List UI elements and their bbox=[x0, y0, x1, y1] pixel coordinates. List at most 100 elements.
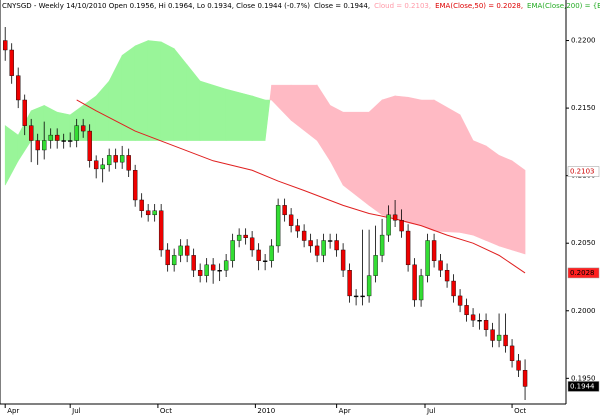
candle-body bbox=[353, 295, 359, 298]
cloud-segment bbox=[225, 88, 253, 141]
candle-body bbox=[477, 320, 482, 322]
cloud-segment bbox=[199, 80, 227, 141]
candle-body bbox=[230, 240, 235, 261]
candle-body bbox=[516, 360, 521, 371]
price-tag-label: 0.1944 bbox=[570, 382, 595, 390]
candle-body bbox=[503, 334, 508, 347]
candle-body bbox=[35, 140, 40, 151]
cloud-segment bbox=[264, 99, 271, 141]
candle-body bbox=[15, 75, 21, 101]
x-tick-label: Jul bbox=[426, 407, 436, 415]
candle-body bbox=[379, 234, 385, 256]
candle-body bbox=[158, 210, 164, 251]
y-tick-label: 0.2000 bbox=[571, 307, 596, 315]
candle-body bbox=[490, 329, 495, 341]
price-tag-label: 0.2103 bbox=[570, 168, 595, 176]
candle-body bbox=[282, 205, 287, 216]
candle-body bbox=[412, 264, 417, 301]
candle-body bbox=[392, 214, 398, 221]
x-tick-label: 2010 bbox=[257, 407, 275, 415]
candle-body bbox=[178, 245, 183, 256]
cloud-segment bbox=[147, 40, 162, 141]
candle-body bbox=[93, 160, 99, 170]
candle-body bbox=[236, 234, 242, 241]
title-part: EMA(Close,200) = {EMPTY} bbox=[527, 2, 600, 10]
cloud-segment bbox=[381, 95, 396, 220]
cloud-segment bbox=[134, 40, 149, 141]
candle-body bbox=[288, 214, 294, 226]
candle-body bbox=[106, 155, 112, 166]
candle-body bbox=[61, 140, 66, 142]
candle-body bbox=[9, 49, 14, 76]
candle-body bbox=[139, 199, 144, 211]
cloud-segment bbox=[394, 95, 409, 224]
candle-body bbox=[295, 225, 300, 232]
y-tick-label: 0.2050 bbox=[571, 239, 596, 247]
cloud-segment bbox=[160, 41, 175, 141]
candle-body bbox=[223, 260, 229, 271]
candle-body bbox=[301, 230, 307, 241]
candle-body bbox=[28, 125, 34, 141]
x-tick-label: Jul bbox=[71, 407, 81, 415]
candle-body bbox=[405, 230, 411, 266]
candles bbox=[2, 27, 528, 400]
candle-body bbox=[113, 155, 118, 163]
x-tick-label: Oct bbox=[160, 407, 172, 415]
candle-body bbox=[204, 264, 209, 276]
candle-body bbox=[87, 130, 92, 161]
candle-body bbox=[132, 170, 138, 201]
cloud-segment bbox=[251, 95, 266, 141]
candle-body bbox=[496, 334, 502, 341]
candle-body bbox=[464, 305, 469, 316]
x-tick-label: Apr bbox=[7, 407, 19, 415]
cloud-segment bbox=[472, 140, 487, 241]
price-tag-box bbox=[567, 381, 600, 392]
candle-body bbox=[470, 314, 476, 321]
candle-body bbox=[41, 140, 47, 151]
candle-body bbox=[119, 155, 125, 163]
cloud-segment bbox=[173, 47, 188, 141]
candle-body bbox=[431, 240, 437, 261]
price-tags: 0.2103 0.2028 0.1944 bbox=[567, 166, 600, 392]
candle-body bbox=[22, 99, 27, 126]
candle-body bbox=[360, 295, 365, 298]
candle-body bbox=[2, 40, 8, 51]
candle-body bbox=[48, 134, 53, 141]
title-part: CNYSGD - Weekly 14/10/2010 Open 0.1956, … bbox=[2, 2, 310, 10]
cloud bbox=[4, 40, 526, 255]
candle-body bbox=[418, 275, 424, 301]
candle-body bbox=[327, 240, 333, 242]
candle-body bbox=[275, 205, 281, 247]
candle-body bbox=[373, 255, 378, 276]
candle-body bbox=[80, 125, 86, 132]
candle-body bbox=[438, 260, 443, 271]
candle-body bbox=[321, 240, 326, 256]
title-part: EMA(Close,50) = 0.2028, bbox=[435, 2, 523, 10]
candle-body bbox=[366, 275, 372, 297]
title: CNYSGD - Weekly 14/10/2010 Open 0.1956, … bbox=[2, 2, 600, 10]
candle-body bbox=[425, 240, 430, 276]
candle-body bbox=[522, 370, 528, 387]
candle-body bbox=[347, 270, 352, 297]
candle-body bbox=[399, 220, 404, 232]
candle-body bbox=[457, 295, 463, 306]
candle-body bbox=[262, 260, 268, 262]
candle-body bbox=[126, 155, 131, 171]
candle-body bbox=[444, 270, 450, 282]
candle-body bbox=[165, 249, 170, 266]
price-tag-box bbox=[567, 166, 600, 177]
price-tag-box bbox=[567, 267, 600, 279]
candle-body bbox=[386, 214, 391, 236]
cloud-segment bbox=[121, 45, 136, 141]
x-tick-label: Apr bbox=[339, 407, 351, 415]
cloud-segment bbox=[420, 99, 435, 232]
candle-body bbox=[74, 125, 79, 141]
cloud-segment bbox=[498, 154, 513, 251]
cloud-segment bbox=[368, 99, 383, 216]
cloud-segment bbox=[511, 160, 526, 255]
candle-body bbox=[308, 240, 313, 247]
cloud-segment bbox=[433, 99, 461, 233]
candle-body bbox=[145, 210, 151, 216]
